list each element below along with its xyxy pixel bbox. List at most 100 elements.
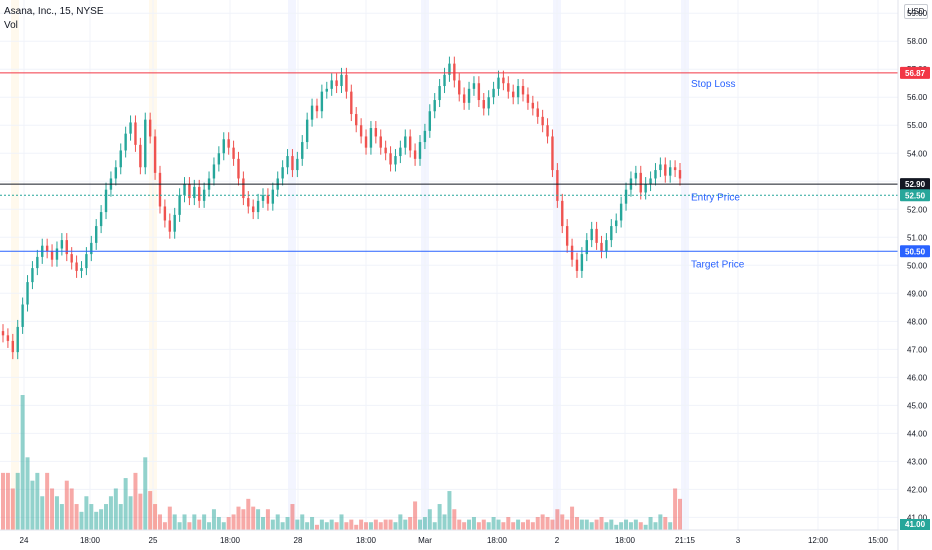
level-label: Entry Price xyxy=(691,192,740,203)
time-tick-label: Mar xyxy=(418,536,432,545)
candle-body xyxy=(556,170,559,201)
candle-body xyxy=(104,189,108,213)
price-levels[interactable]: Stop Loss Entry Price Target Price xyxy=(0,72,898,270)
price-tick-label: 44.00 xyxy=(907,429,928,438)
candle-body xyxy=(99,212,103,227)
candle-body xyxy=(60,240,64,249)
candle-body xyxy=(379,136,382,148)
candle-body xyxy=(619,203,623,221)
volume-bar xyxy=(368,522,373,530)
level-badge: 50.50 xyxy=(905,247,926,256)
candle-body xyxy=(644,184,647,193)
candle-body xyxy=(374,128,378,137)
volume-bar xyxy=(643,524,648,530)
price-axis[interactable]: 41.00 42.00 43.00 44.00 45.00 46.00 47.00 48.00… xyxy=(897,0,930,550)
volume-bar xyxy=(143,457,148,530)
volume-bar xyxy=(211,509,216,530)
price-tick-label: 41.00 xyxy=(907,513,928,522)
price-tick-label: 45.00 xyxy=(907,401,928,410)
candle-body xyxy=(536,108,539,117)
volume-bar xyxy=(437,504,442,530)
volume-bar xyxy=(471,517,476,530)
volume-bar xyxy=(417,519,422,530)
candle-body xyxy=(26,282,29,305)
candle-body xyxy=(350,91,353,115)
candle-body xyxy=(423,130,427,143)
volume-bar xyxy=(535,517,540,530)
price-tick-label: 59.00 xyxy=(907,9,928,18)
volume-bar xyxy=(501,522,506,530)
candle-body xyxy=(95,226,98,243)
candle-body xyxy=(399,147,402,157)
candle-body xyxy=(472,83,476,89)
volume-bar xyxy=(339,514,344,530)
candle-body xyxy=(291,156,294,171)
level-badge-bg xyxy=(900,189,930,202)
time-axis[interactable]: 24 18:00 25 18:00 28 18:00 Mar 18:00 2 18:00 21:15… xyxy=(0,529,898,545)
volume-bar xyxy=(594,519,599,530)
candle-body xyxy=(261,195,265,201)
volume-bar xyxy=(506,517,511,530)
candle-body xyxy=(639,172,642,193)
volume-bar xyxy=(457,519,462,530)
candle-body xyxy=(404,136,407,148)
price-tick-label: 50.00 xyxy=(907,261,928,270)
candle-body xyxy=(139,144,142,168)
volume-bar xyxy=(30,480,35,530)
candle-body xyxy=(487,97,490,109)
volume-bar xyxy=(5,472,10,530)
candle-body xyxy=(458,80,461,95)
candle-body xyxy=(271,189,275,204)
candle-body xyxy=(178,195,181,215)
time-tick-label: 2 xyxy=(555,536,560,545)
candle-body xyxy=(551,136,554,171)
volume-bar xyxy=(344,522,349,530)
time-tick-label: 24 xyxy=(20,536,29,545)
volume-bar xyxy=(35,472,40,530)
volume-bar xyxy=(403,519,408,530)
volume-bar xyxy=(79,511,84,530)
candle-body xyxy=(16,326,19,353)
level-label: Stop Loss xyxy=(691,79,735,90)
volume-bar xyxy=(648,517,653,530)
volume-bar xyxy=(638,522,643,530)
volume-bar xyxy=(604,522,609,530)
candle-body xyxy=(345,74,348,92)
candle-body xyxy=(340,74,343,87)
volume-bar xyxy=(378,522,383,530)
volume-bar xyxy=(236,506,241,530)
volume-bar xyxy=(94,511,99,530)
volume-bar xyxy=(373,519,378,530)
volume-indicator-label[interactable]: Vol xyxy=(4,20,18,31)
candle-body xyxy=(305,119,309,143)
volume-bar xyxy=(398,514,403,530)
volume-badge-bg xyxy=(900,519,930,530)
candle-body xyxy=(315,105,319,112)
candle-body xyxy=(649,178,652,185)
candle-body xyxy=(134,122,137,145)
volume-bar xyxy=(354,524,359,530)
volume-bar xyxy=(74,504,79,530)
volume-bar xyxy=(172,514,177,530)
candle-body xyxy=(507,83,510,92)
candle-body xyxy=(227,139,230,148)
candle-body xyxy=(183,184,186,196)
volume-bar xyxy=(452,509,457,530)
candle-body xyxy=(492,88,495,98)
price-tick-label: 58.00 xyxy=(907,37,928,46)
currency-button[interactable]: USD xyxy=(904,4,928,19)
candle-body xyxy=(212,164,216,179)
price-candles[interactable] xyxy=(1,56,682,360)
symbol-title[interactable]: Asana, Inc., 15, NYSE xyxy=(4,6,104,17)
price-tick-label: 43.00 xyxy=(907,457,928,466)
candle-body xyxy=(394,156,397,165)
candle-body xyxy=(21,304,24,327)
volume-bar xyxy=(305,522,310,530)
volume-bar xyxy=(128,496,133,530)
candle-body xyxy=(359,125,363,137)
volume-bar xyxy=(393,522,398,530)
volume-bar xyxy=(314,524,319,530)
candle-body xyxy=(610,226,613,241)
candle-body xyxy=(124,133,127,151)
